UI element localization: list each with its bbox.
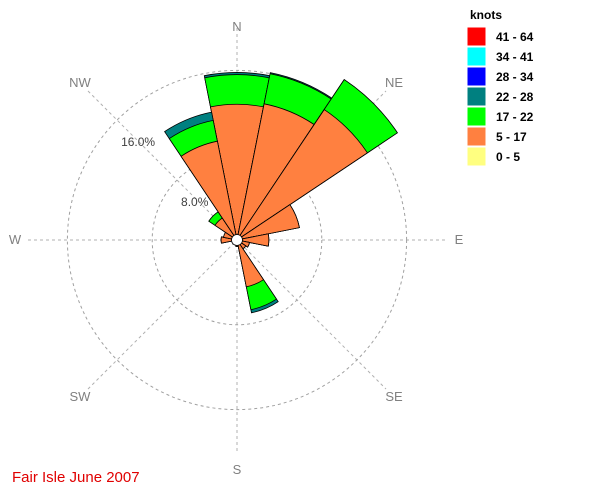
- petal-ne-bin-1: [236, 109, 368, 241]
- direction-label-se: SE: [385, 389, 403, 404]
- legend-swatch-5: [466, 126, 487, 147]
- ring-2: [66, 69, 408, 411]
- direction-label-s: S: [233, 462, 242, 477]
- legend-swatch-2: [466, 66, 487, 87]
- legend-label-1: 34 - 41: [496, 50, 534, 64]
- direction-label-sw: SW: [70, 389, 92, 404]
- legend-swatch-6: [466, 146, 487, 167]
- direction-label-nw: NW: [69, 75, 91, 90]
- petal-w-bin-1: [220, 236, 238, 244]
- legend-swatch-3: [466, 86, 487, 107]
- legend-swatch-1: [466, 46, 487, 67]
- ring-label-1: 8.0%: [181, 195, 209, 209]
- legend-items: 41 - 64 34 - 41 28 - 34 22 - 28 17 - 22 5 - 1…: [466, 26, 534, 167]
- petal-nnw-bin-1: [180, 140, 238, 241]
- direction-label-n: N: [232, 19, 241, 34]
- ring-labels: 8.0% 16.0%: [121, 135, 209, 209]
- legend-label-3: 22 - 28: [496, 90, 534, 104]
- direction-labels: N NE E SE S SW W NW: [9, 19, 464, 477]
- direction-label-e: E: [455, 232, 464, 247]
- legend-label-4: 17 - 22: [496, 110, 534, 124]
- legend: knots 41 - 64 34 - 41 28 - 34 22 - 28 17 - 2…: [466, 8, 534, 167]
- legend-swatch-4: [466, 106, 487, 127]
- calm-circle: [231, 234, 243, 246]
- legend-title: knots: [470, 8, 502, 22]
- chart-petals: [164, 72, 398, 314]
- legend-label-6: 0 - 5: [496, 150, 520, 164]
- legend-label-5: 5 - 17: [496, 130, 527, 144]
- chart-title: Fair Isle June 2007: [12, 469, 140, 486]
- legend-label-2: 28 - 34: [496, 70, 534, 84]
- direction-label-ne: NE: [385, 75, 403, 90]
- petal-sse-bin-1: [236, 239, 265, 288]
- ring-label-2: 16.0%: [121, 135, 155, 149]
- legend-swatch-0: [466, 26, 487, 47]
- petal-ene-bin-1: [236, 204, 300, 241]
- legend-label-0: 41 - 64: [496, 30, 534, 44]
- petal-e-bin-1: [236, 233, 270, 247]
- direction-label-w: W: [9, 232, 22, 247]
